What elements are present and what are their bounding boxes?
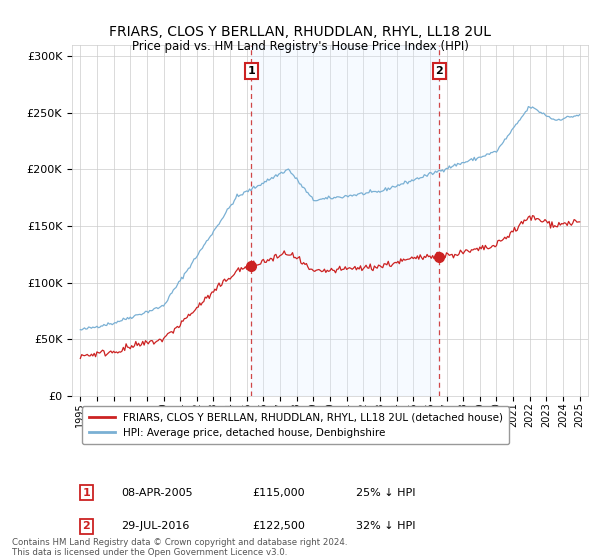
Text: FRIARS, CLOS Y BERLLAN, RHUDDLAN, RHYL, LL18 2UL: FRIARS, CLOS Y BERLLAN, RHUDDLAN, RHYL, … — [109, 25, 491, 39]
Text: £122,500: £122,500 — [253, 521, 305, 531]
Bar — [251, 45, 439, 396]
Text: Price paid vs. HM Land Registry's House Price Index (HPI): Price paid vs. HM Land Registry's House … — [131, 40, 469, 53]
Text: 2: 2 — [82, 521, 90, 531]
Legend: FRIARS, CLOS Y BERLLAN, RHUDDLAN, RHYL, LL18 2UL (detached house), HPI: Average : FRIARS, CLOS Y BERLLAN, RHUDDLAN, RHYL, … — [82, 407, 509, 444]
Text: 1: 1 — [82, 488, 90, 498]
Text: 25% ↓ HPI: 25% ↓ HPI — [356, 488, 415, 498]
Text: 29-JUL-2016: 29-JUL-2016 — [121, 521, 190, 531]
Text: 2: 2 — [436, 66, 443, 76]
Text: 1: 1 — [247, 66, 255, 76]
Text: £115,000: £115,000 — [253, 488, 305, 498]
Text: Contains HM Land Registry data © Crown copyright and database right 2024.
This d: Contains HM Land Registry data © Crown c… — [12, 538, 347, 557]
Text: 32% ↓ HPI: 32% ↓ HPI — [356, 521, 415, 531]
Text: 08-APR-2005: 08-APR-2005 — [121, 488, 193, 498]
